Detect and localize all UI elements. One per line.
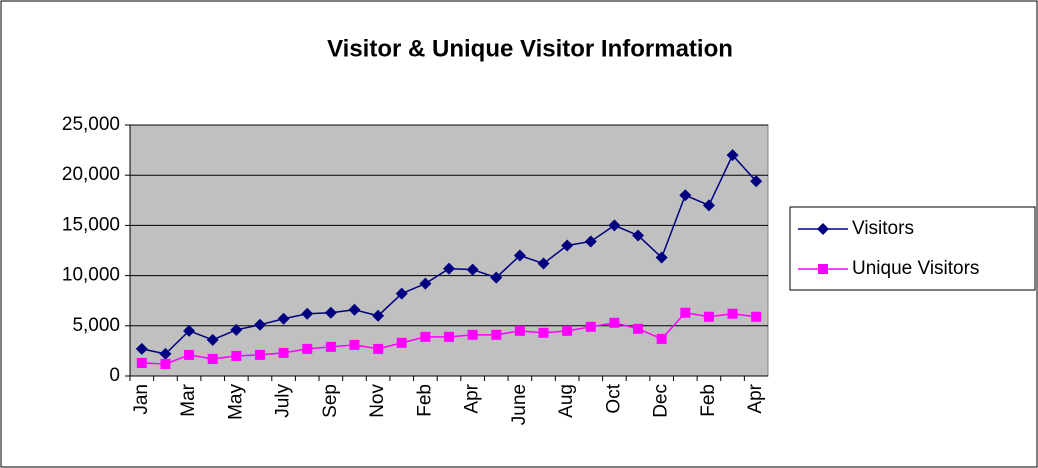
marker [562,325,573,336]
x-tick-label: Oct [603,383,624,413]
marker [301,307,314,320]
marker [207,353,218,364]
marker [561,239,574,252]
x-tick-label: Sep [320,384,341,418]
marker [395,287,408,300]
marker [632,229,645,242]
y-tick-label: 5,000 [72,315,120,336]
marker [135,342,148,355]
y-tick-label: 10,000 [62,265,120,286]
marker [230,323,243,336]
marker [206,333,219,346]
y-tick-label: 15,000 [62,214,120,235]
marker [231,350,242,361]
x-tick-label: Apr [745,383,766,413]
x-tick-label: July [273,384,294,418]
x-tick-label: Nov [367,384,388,418]
marker [585,321,596,332]
marker [419,277,432,290]
marker [349,339,360,350]
legend-label: Visitors [852,218,914,239]
x-tick-label: June [509,384,530,425]
marker [183,324,196,337]
marker [443,262,455,275]
marker [396,337,407,348]
y-tick-label: 20,000 [62,164,120,185]
x-tick-label: Feb [698,384,719,417]
marker [277,312,290,325]
marker [680,307,691,318]
marker [466,263,479,276]
marker [184,349,195,360]
marker [818,264,828,274]
marker [490,271,503,284]
marker [372,309,385,322]
x-tick-label: Apr [462,383,483,413]
marker [655,251,668,264]
marker [253,318,266,331]
marker [633,323,644,334]
marker [254,349,265,360]
x-tick-label: May [225,384,246,420]
marker [609,317,620,328]
marker [159,347,172,360]
marker [444,331,454,342]
marker [584,235,597,248]
marker [750,175,763,188]
marker [702,199,715,212]
marker [727,308,738,319]
marker [817,223,829,235]
chart-title: Visitor & Unique Visitor Information [327,35,733,62]
marker [136,357,147,368]
marker [491,329,502,340]
marker [325,341,336,352]
x-tick-label: Mar [178,383,199,416]
marker [608,219,621,232]
marker [302,343,313,354]
marker [679,189,692,202]
x-tick-label: Dec [651,384,672,418]
marker [278,347,289,358]
marker [656,333,667,344]
marker [160,358,171,369]
y-tick-label: 0 [109,365,120,386]
x-tick-label: Aug [556,384,577,418]
marker [751,311,762,322]
marker [420,331,431,342]
marker [513,249,526,262]
marker [348,303,361,316]
marker [538,327,549,338]
y-tick-label: 25,000 [62,114,120,135]
x-tick-label: Feb [414,384,435,417]
marker [373,343,384,354]
marker [537,257,550,270]
marker [726,149,739,162]
x-tick-label: Jan [131,384,152,415]
legend-label: Unique Visitors [852,258,979,279]
marker [324,306,337,319]
marker [467,329,478,340]
marker [514,325,525,336]
marker [703,311,714,322]
legend-box [789,206,1036,291]
